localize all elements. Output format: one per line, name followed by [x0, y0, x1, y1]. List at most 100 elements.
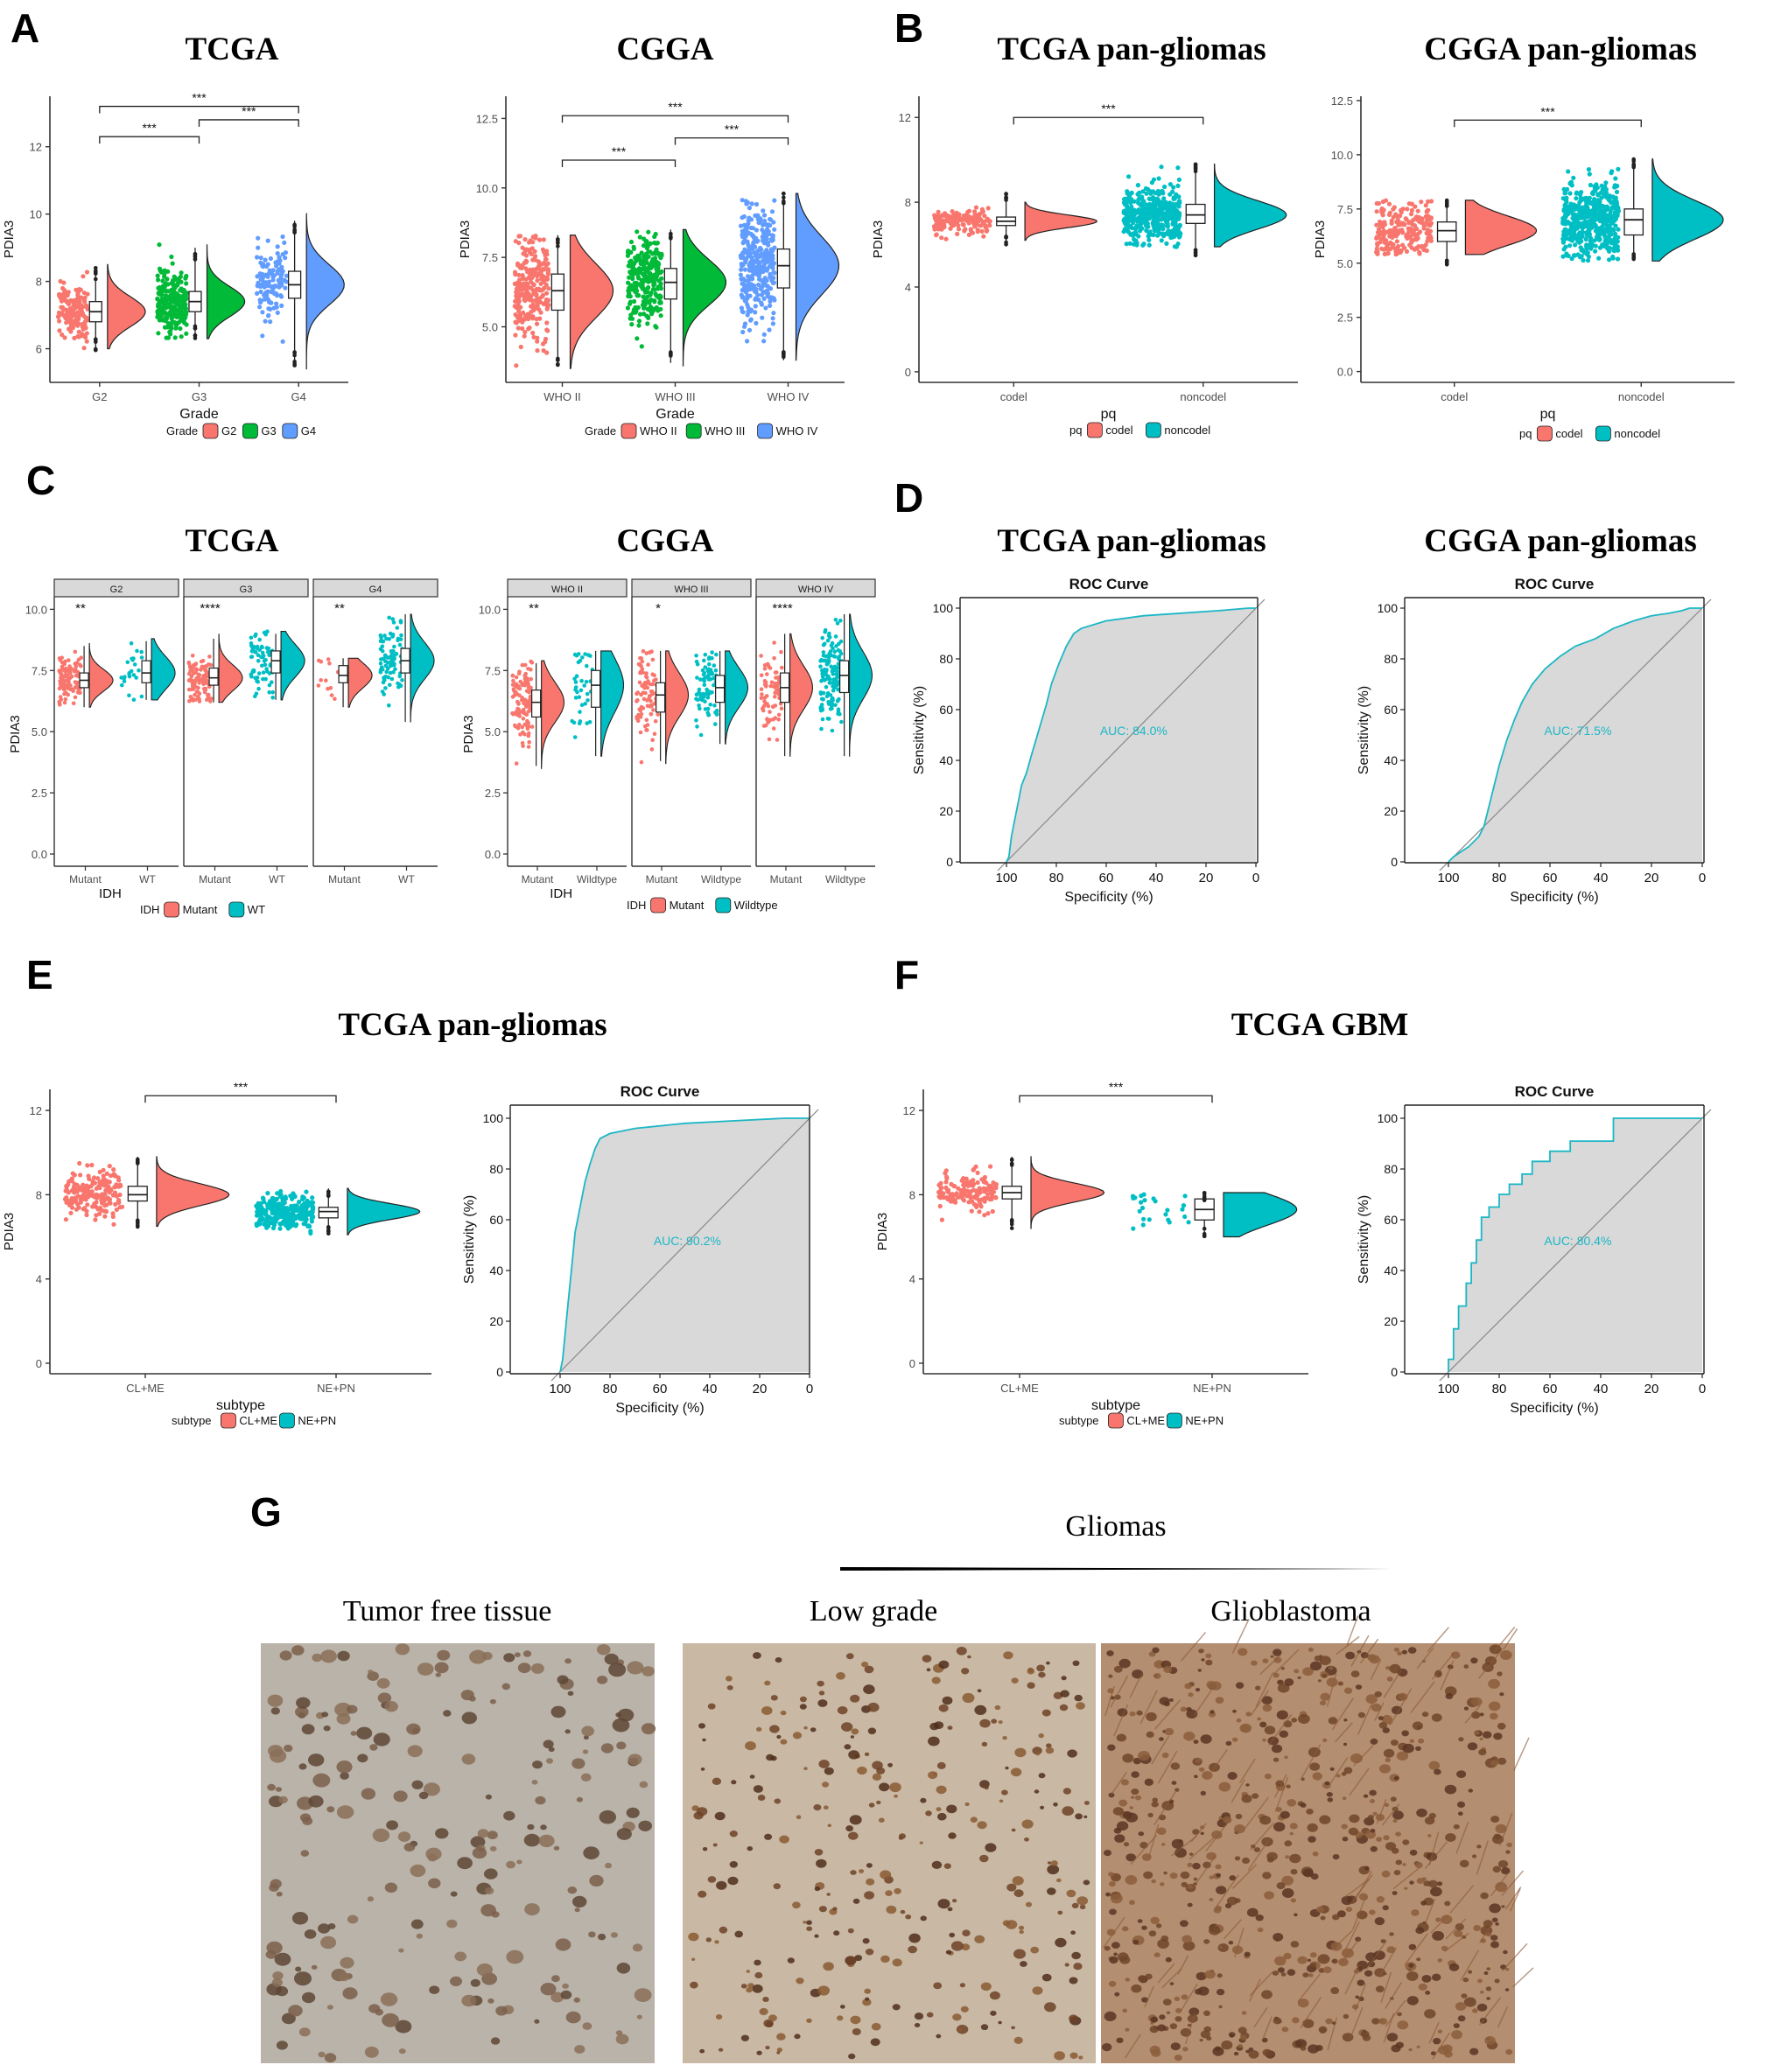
data-point — [755, 213, 761, 218]
data-point — [1392, 226, 1398, 231]
data-point — [833, 634, 838, 639]
outlier — [556, 241, 560, 246]
data-point — [578, 710, 582, 714]
data-point — [1159, 238, 1164, 243]
data-point — [258, 260, 263, 265]
data-point — [516, 318, 522, 324]
box — [776, 248, 790, 289]
data-point — [950, 216, 955, 221]
data-point — [1378, 236, 1384, 242]
data-point — [1603, 207, 1609, 213]
data-point — [396, 684, 401, 690]
auc-label: AUC: 90.2% — [654, 1234, 721, 1248]
data-point — [753, 244, 758, 249]
data-point — [256, 282, 261, 287]
data-point — [164, 293, 169, 298]
data-point — [191, 697, 196, 702]
data-point — [761, 262, 767, 267]
data-point — [1609, 171, 1614, 176]
data-point — [74, 304, 80, 309]
data-point — [137, 668, 141, 673]
data-point — [1394, 220, 1399, 225]
data-point — [1428, 215, 1434, 221]
data-point — [1574, 236, 1579, 242]
data-point — [1150, 202, 1155, 207]
data-point — [1399, 207, 1404, 213]
x-axis-title: subtype — [1091, 1398, 1140, 1413]
data-point — [642, 287, 647, 292]
legend-label: Mutant — [670, 899, 705, 912]
data-point — [522, 329, 528, 335]
y-tick-label: 40 — [1384, 753, 1398, 767]
data-point — [749, 201, 754, 206]
significance-bracket — [561, 115, 789, 123]
data-point — [653, 719, 658, 724]
data-point — [1132, 199, 1137, 204]
data-point — [628, 301, 633, 306]
data-point — [60, 676, 65, 680]
data-point — [745, 339, 750, 344]
data-point — [1374, 222, 1379, 228]
data-point — [754, 320, 759, 326]
legend-swatch — [202, 423, 219, 439]
data-point — [639, 284, 644, 289]
ihc-image — [261, 1643, 656, 2063]
data-point — [1137, 190, 1142, 195]
data-point — [943, 214, 949, 219]
data-point — [70, 1171, 75, 1176]
data-point — [81, 1193, 86, 1198]
data-point — [172, 294, 177, 299]
y-tick-label: 12.5 — [476, 112, 498, 125]
data-point — [1596, 226, 1602, 231]
data-point — [528, 238, 533, 243]
data-point — [769, 209, 775, 214]
x-tick-label: WHO IV — [768, 390, 810, 403]
outlier — [1193, 248, 1198, 252]
data-point — [522, 662, 528, 668]
data-point — [763, 277, 768, 284]
data-point — [534, 292, 539, 298]
data-point — [127, 693, 131, 698]
data-point — [739, 267, 744, 272]
data-point — [327, 661, 332, 666]
legend-swatch — [278, 1412, 295, 1429]
data-point — [1399, 248, 1404, 253]
data-point — [644, 675, 649, 680]
x-tick-label: 0 — [1252, 871, 1259, 886]
outlier — [1202, 1233, 1207, 1238]
data-point — [510, 673, 515, 678]
data-point — [936, 219, 942, 224]
x-tick-label: WT — [139, 873, 156, 886]
data-point — [780, 665, 784, 670]
data-point — [771, 220, 776, 225]
data-point — [1410, 232, 1415, 237]
data-point — [101, 1167, 106, 1172]
data-point — [111, 1172, 116, 1177]
data-point — [260, 333, 265, 339]
data-point — [532, 248, 537, 254]
data-point — [750, 233, 756, 238]
data-point — [392, 644, 396, 649]
data-point — [139, 655, 144, 660]
data-point — [57, 291, 62, 298]
data-point — [835, 682, 839, 688]
data-point — [158, 310, 163, 315]
data-point — [264, 667, 269, 671]
data-point — [513, 281, 518, 286]
data-point — [953, 212, 958, 217]
box — [656, 682, 666, 713]
y-tick-label: 7.5 — [1337, 203, 1353, 216]
data-point — [740, 232, 745, 238]
x-tick-label: 80 — [1492, 871, 1507, 886]
data-point — [1141, 1216, 1146, 1222]
data-point — [641, 294, 646, 299]
data-point — [91, 1175, 97, 1180]
data-point — [1607, 257, 1612, 262]
data-point — [1417, 219, 1422, 224]
legend-swatch — [685, 423, 702, 439]
y-tick-label: 0 — [36, 1357, 42, 1370]
data-point — [1388, 228, 1393, 233]
